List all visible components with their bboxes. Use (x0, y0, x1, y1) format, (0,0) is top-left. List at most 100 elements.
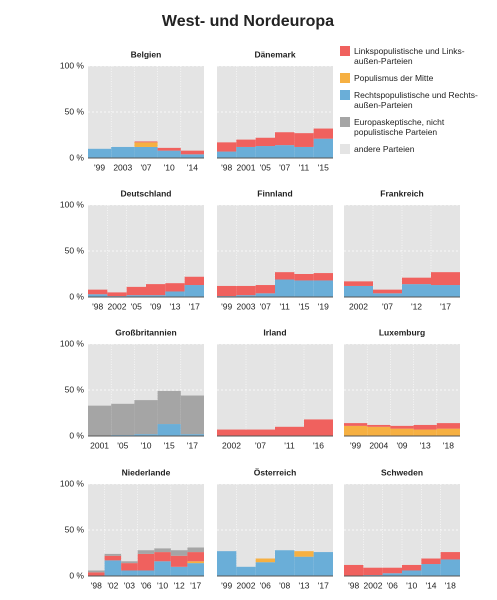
x-tick-label: '17 (318, 580, 329, 590)
bar-segment (236, 566, 256, 576)
bar-segment (344, 281, 373, 286)
x-tick-label: '17 (440, 301, 451, 311)
x-tick-label: 2002 (222, 440, 241, 450)
bar-segment (255, 137, 275, 147)
bar-segment (236, 295, 256, 297)
x-tick-label: '15 (298, 301, 309, 311)
bar-segment (88, 570, 105, 573)
bar-segment (373, 293, 402, 297)
x-tick-label: 2004 (369, 440, 388, 450)
x-tick-label: '99 (221, 580, 232, 590)
x-tick-label: 2003 (237, 301, 256, 311)
x-tick-label: 2001 (90, 440, 109, 450)
panel-title: Schweden (381, 467, 423, 477)
legend-label: andere Parteien (354, 144, 415, 154)
x-tick-label: '05 (131, 301, 142, 311)
bar-segment (440, 559, 460, 576)
bar-segment (402, 284, 431, 297)
x-tick-label: '10 (140, 440, 151, 450)
bar-segment (88, 289, 108, 295)
bar-segment (88, 572, 105, 576)
panel-title: Deutschland (120, 188, 171, 198)
bar-segment (137, 550, 155, 554)
y-tick-label: 0 % (69, 570, 84, 580)
bar-segment (154, 552, 171, 562)
bar-segment (275, 426, 304, 436)
bar-segment (170, 566, 188, 576)
x-tick-label: '11 (299, 162, 310, 172)
bar-segment (217, 142, 237, 152)
bar-segment (146, 295, 166, 297)
x-tick-label: '17 (189, 301, 200, 311)
bar-segment (382, 567, 402, 574)
x-tick-label: '18 (443, 440, 454, 450)
x-tick-label: '12 (411, 301, 422, 311)
x-tick-label: '14 (425, 580, 436, 590)
bar-segment (294, 133, 314, 147)
bar-segment (344, 285, 373, 297)
x-tick-label: '98 (221, 162, 232, 172)
bar-segment (126, 295, 146, 297)
bar-segment (255, 293, 275, 297)
chart-title: West- und Nordeuropa (162, 13, 334, 30)
bar-segment (246, 429, 275, 436)
legend-item: andere Parteien (340, 144, 490, 154)
bar-segment (134, 434, 158, 436)
panel-title: Irland (263, 327, 286, 337)
bar-segment (275, 272, 295, 280)
bar-segment (165, 283, 185, 292)
x-tick-label: '14 (187, 162, 198, 172)
legend-swatch (340, 144, 350, 154)
bar-segment (121, 570, 138, 576)
x-tick-label: '11 (279, 301, 290, 311)
bar-segment (421, 558, 441, 565)
bar-segment (157, 390, 181, 425)
bar-segment (431, 272, 460, 286)
bar-segment (402, 277, 431, 285)
x-tick-label: '99 (221, 301, 232, 311)
bar-segment (104, 560, 122, 576)
x-tick-label: 2003 (113, 162, 132, 172)
legend-label: Europaskeptische, nicht populistische Pa… (354, 117, 445, 137)
legend-label: Linkspopulistische und Links-außen-Parte… (354, 46, 465, 66)
x-tick-label: '09 (150, 301, 161, 311)
bar-segment (217, 151, 237, 158)
legend-item: Europaskeptische, nicht populistische Pa… (340, 117, 490, 137)
x-tick-label: '17 (190, 580, 201, 590)
bar-segment (313, 273, 333, 281)
x-tick-label: '13 (169, 301, 180, 311)
legend-swatch (340, 90, 350, 100)
x-tick-label: '06 (387, 580, 398, 590)
bar-segment (134, 142, 158, 147)
bar-segment (421, 564, 441, 576)
bar-segment (313, 552, 333, 576)
x-tick-label: '10 (157, 580, 168, 590)
x-tick-label: '15 (164, 440, 175, 450)
x-tick-label: 2002 (108, 301, 127, 311)
legend-item: Rechtspopulistische und Rechts-außen-Par… (340, 90, 490, 110)
x-tick-label: '05 (117, 440, 128, 450)
panel-title: Frankreich (380, 188, 423, 198)
bar-segment (373, 289, 402, 294)
x-tick-label: '06 (260, 580, 271, 590)
x-tick-label: 2002 (364, 580, 383, 590)
y-tick-label: 100 % (60, 338, 85, 348)
bar-segment (180, 434, 204, 436)
bar-segment (367, 426, 391, 436)
bar-segment (413, 429, 437, 436)
x-tick-label: '08 (279, 580, 290, 590)
bar-segment (390, 428, 414, 436)
bar-segment (104, 553, 122, 556)
y-tick-label: 50 % (65, 524, 85, 534)
x-tick-label: '98 (92, 301, 103, 311)
y-tick-label: 50 % (65, 245, 85, 255)
bar-segment (134, 141, 158, 143)
bar-segment (275, 550, 295, 576)
x-tick-label: '07 (260, 301, 271, 311)
legend-item: Populismus der Mitte (340, 73, 490, 83)
x-tick-label: '16 (313, 440, 324, 450)
bar-segment (236, 139, 256, 147)
bar-segment (313, 280, 333, 297)
